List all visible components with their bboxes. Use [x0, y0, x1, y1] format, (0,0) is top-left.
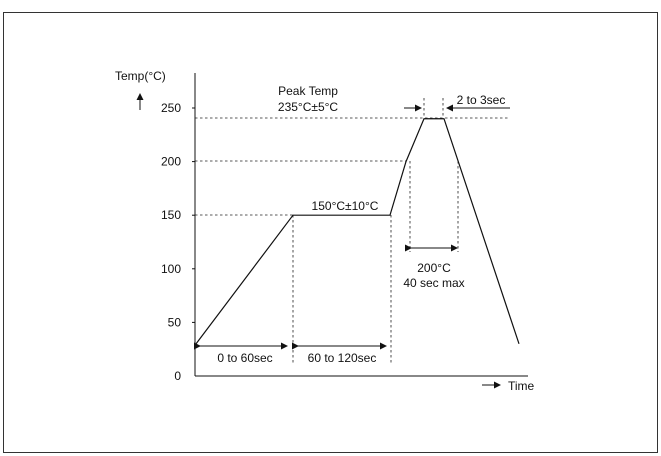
temperature-profile-line: [195, 118, 520, 345]
outer-border: [3, 12, 658, 453]
soak-temp-label: 150°C±10°C: [312, 199, 379, 213]
reflow-time-label: 40 sec max: [403, 276, 464, 290]
y-tick-label: 150: [161, 208, 181, 222]
y-tick-label: 200: [161, 155, 181, 169]
peak-duration-label: 2 to 3sec: [457, 93, 506, 107]
reflow-temp-label: 200°C: [417, 261, 451, 275]
peak-temp-value: 235°C±5°C: [278, 100, 339, 114]
x-axis-label: Time: [508, 379, 535, 393]
y-tick-label: 250: [161, 101, 181, 115]
y-axis-label: Temp(°C): [115, 69, 166, 83]
y-tick-label: 0: [174, 369, 181, 383]
soak-time-label: 60 to 120sec: [308, 351, 377, 365]
preheat-time-label: 0 to 60sec: [217, 351, 272, 365]
y-tick-label: 100: [161, 262, 181, 276]
y-tick-labels: 0 50 100 150 200 250: [161, 101, 195, 383]
peak-temp-title: Peak Temp: [278, 84, 338, 98]
y-tick-label: 50: [168, 315, 182, 329]
